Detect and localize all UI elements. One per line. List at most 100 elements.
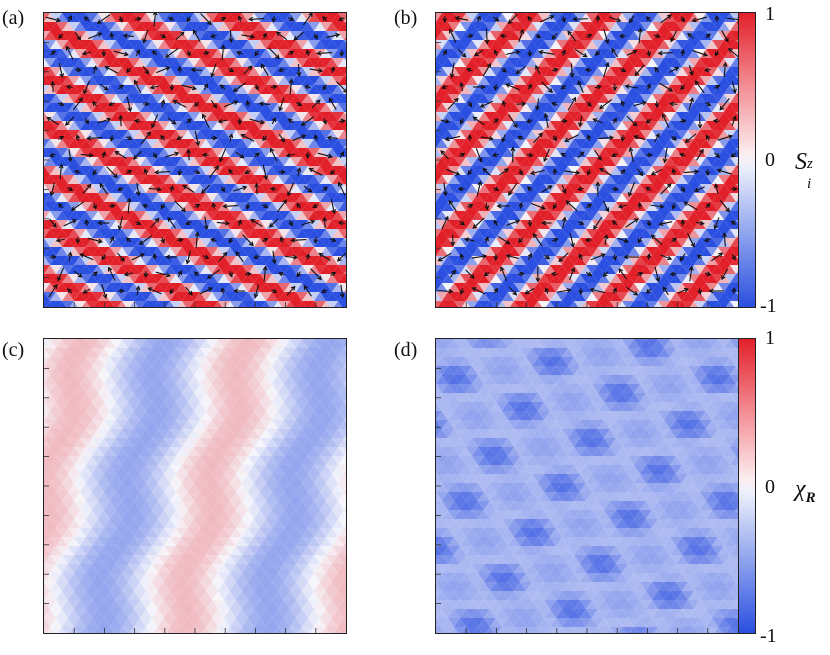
heatmap-cell	[562, 22, 574, 31]
heatmap-cell	[622, 58, 634, 67]
spin-arrow	[480, 100, 494, 108]
heatmap-cell	[478, 193, 490, 202]
heatmap-cell	[670, 238, 682, 247]
spin-arrow-head	[666, 183, 672, 188]
spin-arrow	[59, 164, 63, 180]
heatmap-cell	[260, 13, 272, 22]
heatmap-cell	[718, 256, 730, 265]
heatmap-cell	[718, 130, 730, 139]
spin-arrow-head	[595, 181, 601, 187]
spin-arrow	[688, 98, 694, 110]
spin-arrow-head	[82, 289, 88, 294]
spin-arrow	[611, 48, 619, 58]
spin-arrow-head	[161, 33, 167, 39]
spin-arrow-head	[220, 287, 226, 293]
heatmap-cell	[730, 139, 738, 148]
heatmap-cell	[86, 85, 98, 94]
heatmap-cell	[688, 211, 700, 220]
heatmap-cell	[550, 247, 562, 256]
heatmap-cell	[242, 58, 254, 67]
heatmap-cell	[140, 103, 152, 112]
heatmap-cell	[538, 247, 550, 256]
spin-arrow-head	[638, 171, 644, 177]
heatmap-cell	[248, 220, 260, 229]
heatmap-cell	[580, 184, 592, 193]
heatmap-cell	[128, 229, 140, 238]
heatmap-cell	[236, 157, 248, 166]
spin-arrow	[229, 30, 232, 42]
heatmap-cell	[460, 121, 472, 130]
heatmap-cell	[110, 13, 122, 22]
heatmap-cell	[724, 112, 736, 121]
heatmap-cell	[682, 112, 694, 121]
heatmap-cell	[598, 49, 610, 58]
heatmap-cell	[188, 58, 200, 67]
heatmap-cell	[338, 256, 346, 265]
heatmap-cell	[278, 238, 290, 247]
heatmap-cell	[454, 274, 466, 283]
spin-arrow-head	[618, 33, 624, 39]
spin-arrow-head	[705, 202, 711, 208]
spin-arrow-head	[667, 14, 672, 19]
heatmap-cell	[568, 220, 580, 229]
heatmap-cell	[718, 49, 730, 58]
heatmap-cell	[718, 157, 730, 166]
spin-arrow-head	[195, 203, 201, 209]
heatmap-cell	[496, 13, 508, 22]
heatmap-cell	[302, 265, 314, 274]
heatmap-cell	[448, 148, 460, 157]
heatmap-cell	[490, 40, 502, 49]
heatmap-cell	[200, 58, 212, 67]
heatmap-cell	[242, 13, 254, 22]
spin-arrow	[150, 85, 159, 89]
spin-arrow-head	[49, 191, 55, 197]
spin-arrow-head	[703, 67, 709, 73]
heatmap-cell	[736, 112, 738, 115]
heatmap-cell	[550, 85, 562, 94]
heatmap-cell	[308, 283, 320, 292]
heatmap-cell	[56, 76, 68, 85]
heatmap-cell	[538, 112, 550, 121]
heatmap-cell	[682, 121, 694, 130]
heatmap-cell	[206, 76, 218, 85]
spin-arrow-head	[160, 204, 166, 210]
heatmap-cell	[338, 166, 346, 175]
spin-arrow	[603, 62, 609, 78]
heatmap-cell	[496, 49, 508, 58]
heatmap-cell	[496, 76, 508, 85]
spin-arrow-head	[330, 170, 335, 175]
heatmap-cell	[676, 148, 688, 157]
spin-arrow-head	[694, 80, 700, 86]
heatmap-cell	[332, 85, 344, 94]
heatmap-cell	[122, 130, 134, 139]
spin-arrow	[276, 199, 287, 213]
heatmap-cell	[670, 40, 682, 49]
heatmap-cell	[484, 58, 496, 67]
heatmap-cell	[460, 184, 472, 193]
heatmap-cell	[472, 85, 484, 94]
heatmap-cell	[134, 85, 146, 94]
heatmap-cell	[628, 40, 640, 49]
heatmap-cell	[694, 175, 706, 184]
heatmap-cell	[248, 157, 260, 166]
spin-arrow-head	[501, 100, 507, 106]
heatmap-cell	[514, 130, 526, 139]
spin-arrow	[669, 67, 679, 73]
heatmap-cell	[326, 193, 338, 202]
heatmap-cell	[580, 265, 592, 274]
spin-arrow	[167, 217, 176, 229]
heatmap-cell	[472, 121, 484, 130]
heatmap-cell	[484, 76, 496, 85]
heatmap-cell	[628, 22, 640, 31]
heatmap-cell	[344, 166, 346, 169]
heatmap-cell	[694, 202, 706, 211]
heatmap-cell	[706, 40, 718, 49]
spin-arrow	[530, 169, 545, 175]
heatmap-cell	[688, 292, 700, 301]
heatmap-cell	[676, 58, 688, 67]
heatmap-cell	[284, 157, 296, 166]
heatmap-cell	[436, 139, 448, 148]
spin-arrow-head	[143, 168, 149, 174]
heatmap-cell	[68, 76, 80, 85]
spin-arrow-head	[339, 151, 344, 157]
